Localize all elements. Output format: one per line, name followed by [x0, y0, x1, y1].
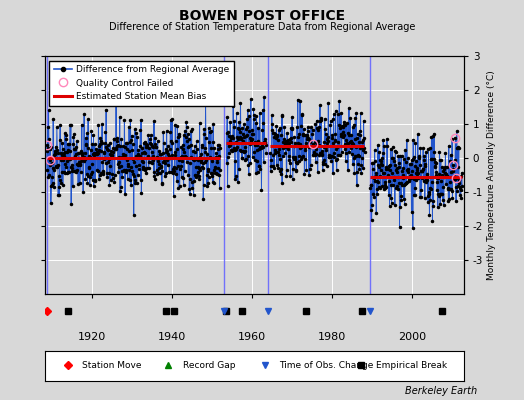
Text: Station Move: Station Move	[82, 361, 142, 370]
Legend: Difference from Regional Average, Quality Control Failed, Estimated Station Mean: Difference from Regional Average, Qualit…	[49, 60, 234, 106]
Text: BOWEN POST OFFICE: BOWEN POST OFFICE	[179, 9, 345, 23]
Text: 1960: 1960	[238, 332, 266, 342]
Text: Record Gap: Record Gap	[183, 361, 235, 370]
Y-axis label: Monthly Temperature Anomaly Difference (°C): Monthly Temperature Anomaly Difference (…	[487, 70, 496, 280]
Text: Difference of Station Temperature Data from Regional Average: Difference of Station Temperature Data f…	[109, 22, 415, 32]
Text: 1980: 1980	[318, 332, 346, 342]
Text: 2000: 2000	[398, 332, 426, 342]
Text: Empirical Break: Empirical Break	[376, 361, 447, 370]
Text: 1940: 1940	[158, 332, 187, 342]
Text: Berkeley Earth: Berkeley Earth	[405, 386, 477, 396]
Text: 1920: 1920	[78, 332, 106, 342]
Text: Time of Obs. Change: Time of Obs. Change	[279, 361, 374, 370]
